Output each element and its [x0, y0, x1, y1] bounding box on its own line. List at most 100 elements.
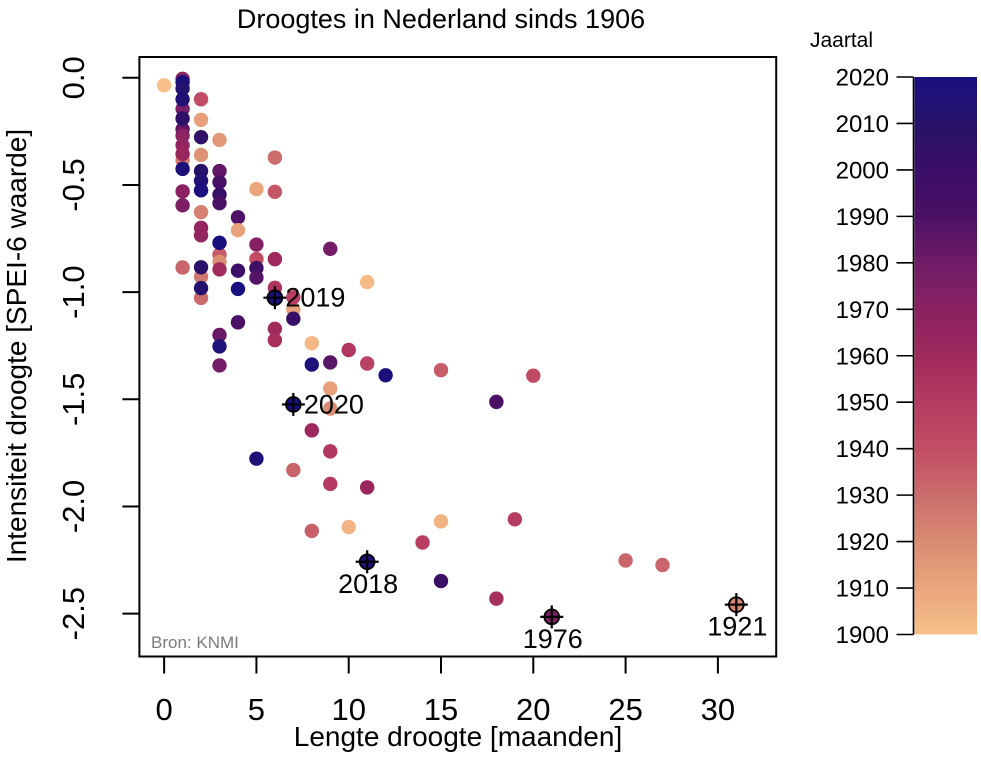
data-point — [323, 241, 338, 257]
plot-frame — [138, 56, 778, 658]
point-label: 2019 — [285, 283, 345, 313]
data-point — [341, 342, 356, 358]
data-point — [323, 381, 338, 396]
data-point — [378, 368, 393, 383]
x-axis-tick-label: 25 — [608, 692, 642, 727]
data-point — [175, 260, 190, 275]
data-point — [212, 262, 227, 277]
data-point — [618, 553, 633, 568]
data-point — [175, 198, 190, 213]
data-point — [433, 514, 449, 529]
chart-title: Droogtes in Nederland sinds 1906 — [237, 4, 645, 34]
data-point — [212, 163, 227, 179]
data-point — [526, 368, 541, 383]
colorbar-tick-label: 1950 — [836, 390, 889, 417]
data-point — [507, 512, 523, 527]
data-point — [359, 356, 375, 371]
data-point — [230, 210, 246, 225]
colorbar-tick-label: 2010 — [836, 111, 889, 138]
data-point — [230, 263, 246, 278]
colorbar-tick-label: 1940 — [836, 436, 889, 463]
data-point — [304, 335, 319, 351]
data-point — [249, 270, 264, 285]
colorbar-title: Jaartal — [810, 29, 873, 52]
marked-points: 2019 2020 2018 1976 1921 — [263, 283, 767, 654]
data-point — [304, 523, 319, 539]
data-point — [249, 237, 264, 252]
data-point — [359, 274, 375, 290]
colorbar-tick-label: 1960 — [836, 343, 889, 370]
data-point — [433, 573, 449, 589]
data-point — [304, 423, 319, 438]
y-axis-tick-label: 0.0 — [56, 56, 91, 99]
data-point — [212, 339, 227, 354]
data-point — [489, 591, 504, 606]
source-note: Bron: KNMI — [151, 633, 239, 652]
colorbar-tick-label: 2000 — [836, 157, 889, 184]
colorbar-tick-label: 1900 — [836, 622, 889, 649]
data-point — [323, 401, 338, 416]
data-point — [286, 290, 301, 305]
data-point — [267, 184, 283, 200]
data-point — [193, 112, 209, 128]
data-point — [323, 444, 338, 459]
data-point — [286, 462, 301, 478]
x-axis-tick-label: 0 — [156, 692, 173, 727]
data-point — [359, 480, 375, 495]
data-point — [433, 362, 449, 378]
y-axis-tick-label: -2.5 — [56, 587, 91, 640]
data-point — [267, 251, 283, 267]
point-label: 2020 — [304, 389, 364, 419]
colorbar-tick-label: 2020 — [836, 65, 889, 92]
data-point — [193, 204, 209, 220]
y-axis-tick-label: -2.0 — [56, 480, 91, 533]
data-point — [175, 92, 190, 107]
x-axis: 0 5 10 15 20 25 30 — [156, 656, 735, 727]
data-point — [323, 355, 338, 370]
data-point — [323, 476, 338, 492]
data-point — [193, 228, 209, 243]
x-axis-tick-label: 5 — [248, 692, 265, 727]
colorbar-tick-label: 1990 — [836, 204, 889, 231]
y-axis-tick-label: -0.5 — [56, 158, 91, 211]
data-point — [655, 557, 670, 573]
data-point — [193, 260, 209, 275]
data-point — [267, 332, 283, 348]
data-point — [175, 111, 190, 126]
point-label: 1921 — [707, 612, 767, 642]
data-point — [193, 183, 209, 198]
colorbar-tick-label: 1970 — [836, 297, 889, 324]
x-axis-tick-label: 20 — [516, 692, 550, 727]
data-point — [230, 222, 246, 238]
data-point — [267, 150, 283, 165]
data-point — [489, 394, 504, 410]
data-point — [193, 290, 209, 306]
data-point — [341, 519, 356, 535]
data-point — [212, 235, 227, 251]
data-point — [249, 181, 264, 197]
data-point — [193, 129, 209, 145]
colorbar-tick-label: 1980 — [836, 250, 889, 277]
y-axis-tick-label: -1.0 — [56, 265, 91, 318]
data-point — [212, 327, 227, 343]
data-point — [286, 311, 301, 326]
data-point — [267, 321, 283, 336]
data-point — [230, 315, 246, 330]
data-point — [175, 184, 190, 199]
data-point — [415, 535, 430, 550]
data-point — [212, 132, 227, 148]
data-point — [212, 195, 227, 211]
data-point — [156, 78, 172, 93]
data-point — [193, 92, 209, 107]
y-axis-title: Intensiteit droogte [SPEI-6 waarde] — [1, 129, 32, 563]
colorbar-tick-label: 1920 — [836, 529, 889, 556]
data-point — [249, 451, 264, 466]
colorbar: 2020 2010 2000 1990 1980 1970 1960 1950 1940 1930… — [810, 29, 977, 649]
data-point — [193, 280, 209, 296]
data-point — [175, 161, 190, 177]
y-axis-tick-label: -1.5 — [56, 373, 91, 426]
data-point — [304, 357, 319, 372]
x-axis-tick-label: 30 — [701, 692, 735, 727]
